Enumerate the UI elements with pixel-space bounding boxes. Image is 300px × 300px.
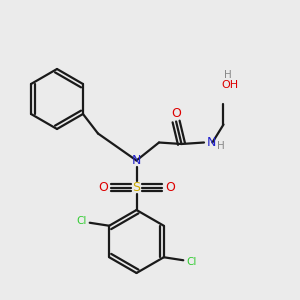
- Text: O: O: [98, 181, 108, 194]
- Text: N: N: [206, 136, 216, 149]
- Text: Cl: Cl: [76, 216, 86, 226]
- Text: H: H: [217, 141, 224, 151]
- Text: OH: OH: [221, 80, 238, 91]
- Text: S: S: [133, 181, 140, 194]
- Text: H: H: [224, 70, 232, 80]
- Text: Cl: Cl: [187, 257, 197, 267]
- Text: O: O: [165, 181, 175, 194]
- Text: O: O: [171, 107, 181, 120]
- Text: N: N: [132, 154, 141, 167]
